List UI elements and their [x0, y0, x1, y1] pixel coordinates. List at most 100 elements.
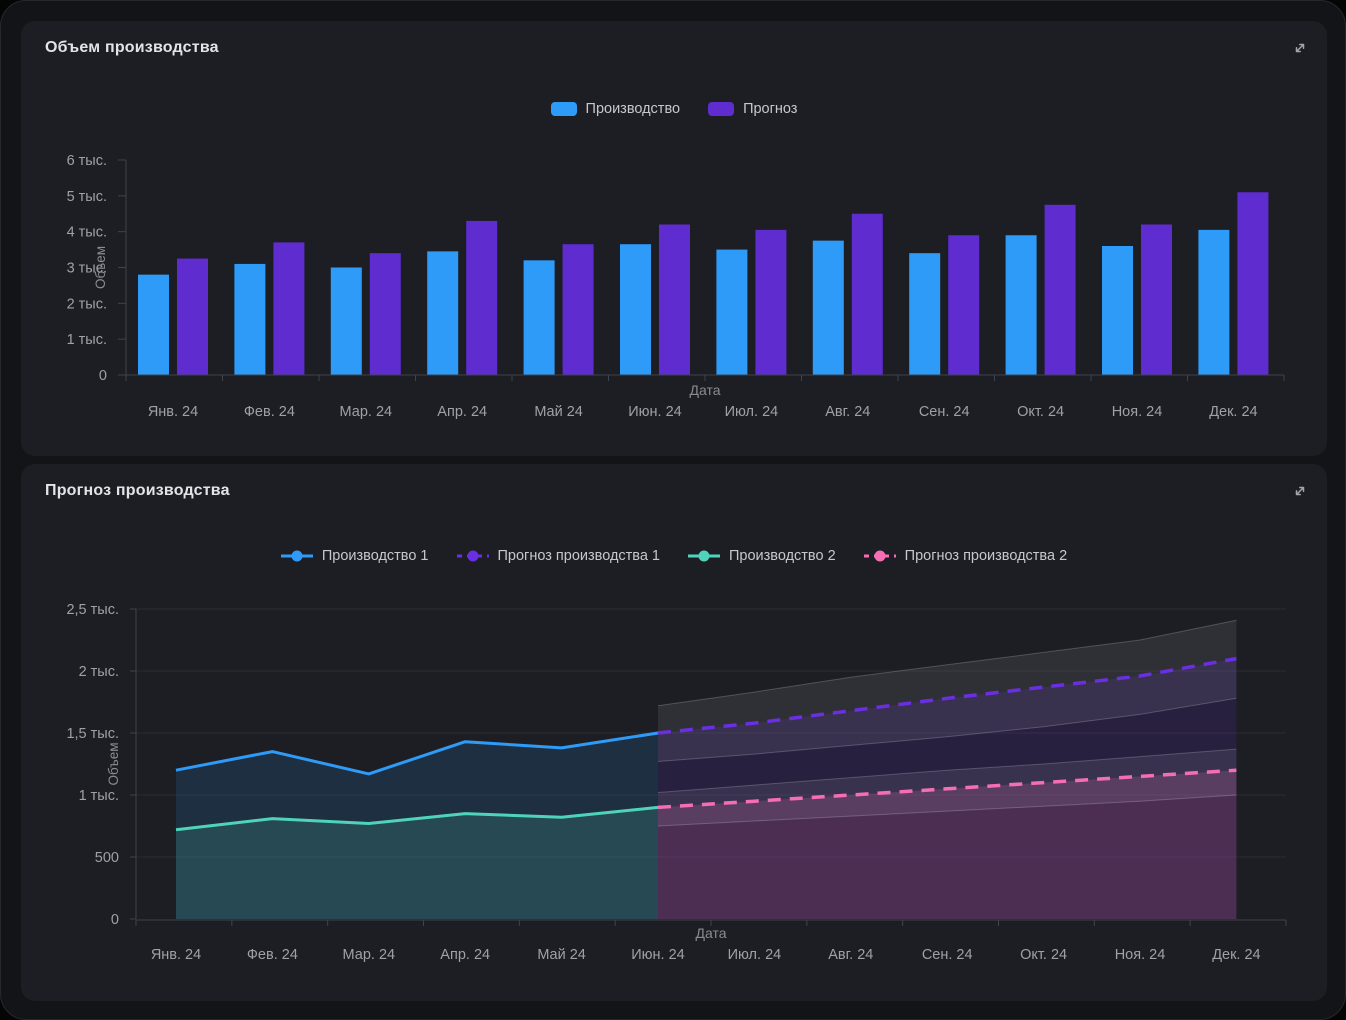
svg-text:Окт. 24: Окт. 24	[1017, 404, 1064, 420]
svg-text:Мар. 24: Мар. 24	[340, 404, 393, 420]
x-axis: Дата Янв. 24 Фев. 24 Мар. 24 Апр. 24 Май 24 Ию…	[135, 919, 1287, 963]
svg-text:2,5 тыс.: 2,5 тыс.	[66, 602, 119, 618]
svg-text:500: 500	[95, 850, 119, 866]
bar[interactable]	[716, 249, 748, 375]
bar[interactable]	[812, 240, 844, 375]
legend-item[interactable]: Производство	[550, 101, 681, 117]
card-production-forecast: Прогноз производства Производство 1 Прогн…	[21, 464, 1327, 1001]
bar[interactable]	[330, 267, 362, 376]
svg-text:Апр. 24: Апр. 24	[440, 947, 490, 963]
legend-label: Производство 1	[321, 548, 429, 564]
gridlines	[136, 608, 1286, 858]
bar-series-2	[177, 192, 1269, 376]
legend-marker-icon	[280, 550, 313, 562]
page-title: Объем производства	[45, 39, 219, 56]
bar[interactable]	[1198, 229, 1230, 375]
x-axis-title: Дата	[695, 925, 726, 941]
svg-text:Июл. 24: Июл. 24	[728, 947, 782, 963]
legend-item[interactable]: Прогноз производства 2	[863, 548, 1068, 564]
svg-text:Мар. 24: Мар. 24	[343, 947, 396, 963]
svg-text:1 тыс.: 1 тыс.	[79, 788, 119, 804]
bar-series-1	[138, 229, 1230, 376]
svg-text:Май 24: Май 24	[537, 947, 586, 963]
bar-chart-canvas[interactable]: 0 1 тыс. 2 тыс. 3 тыс. 4 тыс. 5 тыс. 6 тыс. Объ…	[21, 131, 1327, 431]
svg-text:Фев. 24: Фев. 24	[244, 404, 295, 420]
svg-text:0: 0	[99, 368, 107, 384]
y-axis: 0 500 1 тыс. 1,5 тыс. 2 тыс. 2,5 тыс.	[66, 602, 137, 928]
line-chart-canvas[interactable]: 0 500 1 тыс. 1,5 тыс. 2 тыс. 2,5 тыс. Объем Дат…	[21, 577, 1327, 977]
svg-text:Авг. 24: Авг. 24	[825, 404, 870, 420]
svg-text:4 тыс.: 4 тыс.	[67, 225, 107, 241]
bar[interactable]	[1005, 235, 1037, 375]
series-lines	[175, 656, 1237, 832]
bar[interactable]	[1237, 192, 1269, 375]
legend-label: Прогноз производства 2	[904, 548, 1068, 564]
x-axis: Дата Янв. 24 Фев. 24 Мар. 24 Апр. 24 Май 24 Ию…	[125, 374, 1285, 420]
svg-text:1 тыс.: 1 тыс.	[67, 332, 107, 348]
bar[interactable]	[851, 213, 883, 375]
legend-item[interactable]: Прогноз	[708, 101, 797, 117]
svg-text:Дек. 24: Дек. 24	[1212, 947, 1260, 963]
svg-text:Ноя. 24: Ноя. 24	[1115, 947, 1166, 963]
x-axis-title: Дата	[689, 382, 720, 398]
bar[interactable]	[909, 253, 941, 375]
svg-text:1,5 тыс.: 1,5 тыс.	[66, 726, 119, 742]
expand-icon	[1295, 43, 1305, 53]
y-axis-title: Объем	[93, 246, 108, 289]
legend-marker-icon	[456, 550, 489, 562]
legend-label: Производство 2	[729, 548, 836, 564]
legend-swatch	[708, 102, 735, 116]
svg-text:2 тыс.: 2 тыс.	[79, 664, 119, 680]
y-axis-title: Объем	[106, 742, 121, 785]
bar[interactable]	[177, 258, 208, 375]
bar[interactable]	[1141, 224, 1172, 376]
svg-text:Дек. 24: Дек. 24	[1209, 404, 1257, 420]
svg-text:2 тыс.: 2 тыс.	[67, 296, 107, 312]
bar[interactable]	[755, 229, 787, 375]
bar[interactable]	[620, 244, 651, 375]
bar[interactable]	[659, 224, 690, 376]
expand-icon	[1295, 486, 1305, 496]
svg-text:Фев. 24: Фев. 24	[247, 947, 298, 963]
legend-label: Прогноз производства 1	[497, 548, 661, 564]
legend-item[interactable]: Прогноз производства 1	[456, 548, 661, 564]
expand-button[interactable]	[1287, 35, 1313, 61]
legend-marker-icon	[688, 550, 720, 562]
svg-text:Ноя. 24: Ноя. 24	[1112, 404, 1163, 420]
bar[interactable]	[369, 253, 401, 375]
legend-label: Производство	[585, 101, 681, 117]
legend-label: Прогноз	[743, 101, 798, 117]
card-production-volume: Объем производства Производство Прогноз 0…	[21, 21, 1327, 456]
bar[interactable]	[948, 235, 980, 375]
legend-swatch	[550, 102, 577, 116]
svg-text:Авг. 24: Авг. 24	[828, 947, 873, 963]
svg-text:Май 24: Май 24	[534, 404, 583, 420]
bar[interactable]	[466, 220, 498, 375]
svg-text:0: 0	[111, 912, 119, 928]
expand-button[interactable]	[1287, 478, 1313, 504]
bar[interactable]	[138, 274, 169, 375]
bar[interactable]	[273, 242, 305, 375]
svg-text:Янв. 24: Янв. 24	[151, 947, 201, 963]
svg-text:Янв. 24: Янв. 24	[148, 404, 198, 420]
bar-chart-legend: Производство Прогноз	[21, 101, 1327, 117]
bar[interactable]	[1102, 246, 1133, 375]
svg-text:Июн. 24: Июн. 24	[628, 404, 682, 420]
bar[interactable]	[523, 260, 555, 375]
svg-text:Июн. 24: Июн. 24	[631, 947, 685, 963]
svg-text:Окт. 24: Окт. 24	[1020, 947, 1067, 963]
legend-item[interactable]: Производство 1	[280, 548, 429, 564]
legend-item[interactable]: Производство 2	[688, 548, 836, 564]
svg-text:5 тыс.: 5 тыс.	[67, 189, 107, 205]
bar[interactable]	[562, 244, 594, 375]
y-axis: 0 1 тыс. 2 тыс. 3 тыс. 4 тыс. 5 тыс. 6 тыс.	[67, 153, 127, 384]
bar[interactable]	[427, 251, 459, 375]
bar[interactable]	[1044, 204, 1076, 375]
svg-text:Сен. 24: Сен. 24	[919, 404, 970, 420]
legend-marker-icon	[863, 550, 896, 562]
svg-text:Сен. 24: Сен. 24	[922, 947, 973, 963]
svg-text:6 тыс.: 6 тыс.	[67, 153, 107, 169]
svg-text:Апр. 24: Апр. 24	[437, 404, 487, 420]
bar[interactable]	[234, 263, 266, 375]
